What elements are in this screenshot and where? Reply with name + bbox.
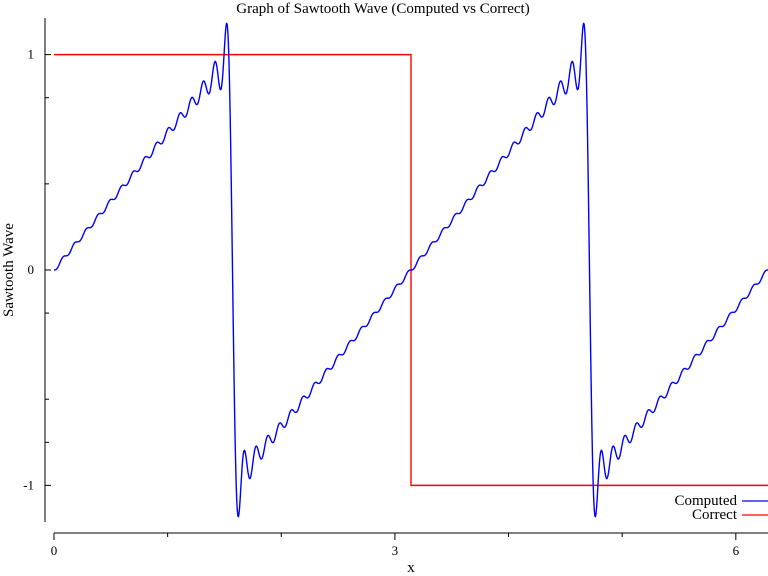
y-tick-label: 1 — [28, 47, 35, 62]
y-axis-label: Sawtooth Wave — [1, 223, 17, 317]
y-tick-label: 0 — [28, 262, 35, 277]
y-axis-ticks: 1 0 -1 — [23, 47, 51, 492]
y-tick-label: -1 — [23, 477, 34, 492]
legend-label-computed: Computed — [675, 493, 738, 509]
legend: Computed Correct — [675, 493, 768, 523]
series-layer — [53, 22, 768, 518]
legend-label-correct: Correct — [692, 507, 738, 523]
x-axis: 0 3 6 — [51, 532, 768, 558]
x-tick-label: 6 — [733, 543, 740, 558]
x-axis-ticks: 0 3 6 — [51, 533, 740, 558]
x-tick-label: 0 — [51, 543, 58, 558]
chart-title: Graph of Sawtooth Wave (Computed vs Corr… — [236, 1, 529, 17]
y-axis: 1 0 -1 — [23, 18, 51, 522]
x-tick-label: 3 — [392, 543, 399, 558]
series-computed-line — [53, 22, 768, 518]
x-axis-label: x — [407, 560, 415, 576]
